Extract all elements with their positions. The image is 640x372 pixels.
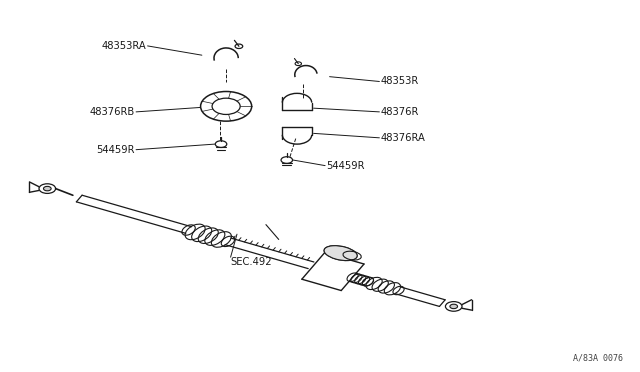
Text: 48353R: 48353R: [381, 77, 419, 86]
Text: SEC.492: SEC.492: [230, 257, 272, 267]
Text: 48376RA: 48376RA: [381, 133, 426, 143]
Circle shape: [450, 304, 458, 309]
Ellipse shape: [324, 246, 357, 260]
Text: 48376R: 48376R: [381, 107, 419, 117]
Circle shape: [44, 186, 51, 191]
Text: 54459R: 54459R: [326, 161, 365, 171]
Text: 48353RA: 48353RA: [102, 41, 147, 51]
Text: 54459R: 54459R: [96, 145, 135, 155]
Text: 48376RB: 48376RB: [90, 107, 135, 117]
Text: A/83A 0076: A/83A 0076: [573, 353, 623, 362]
